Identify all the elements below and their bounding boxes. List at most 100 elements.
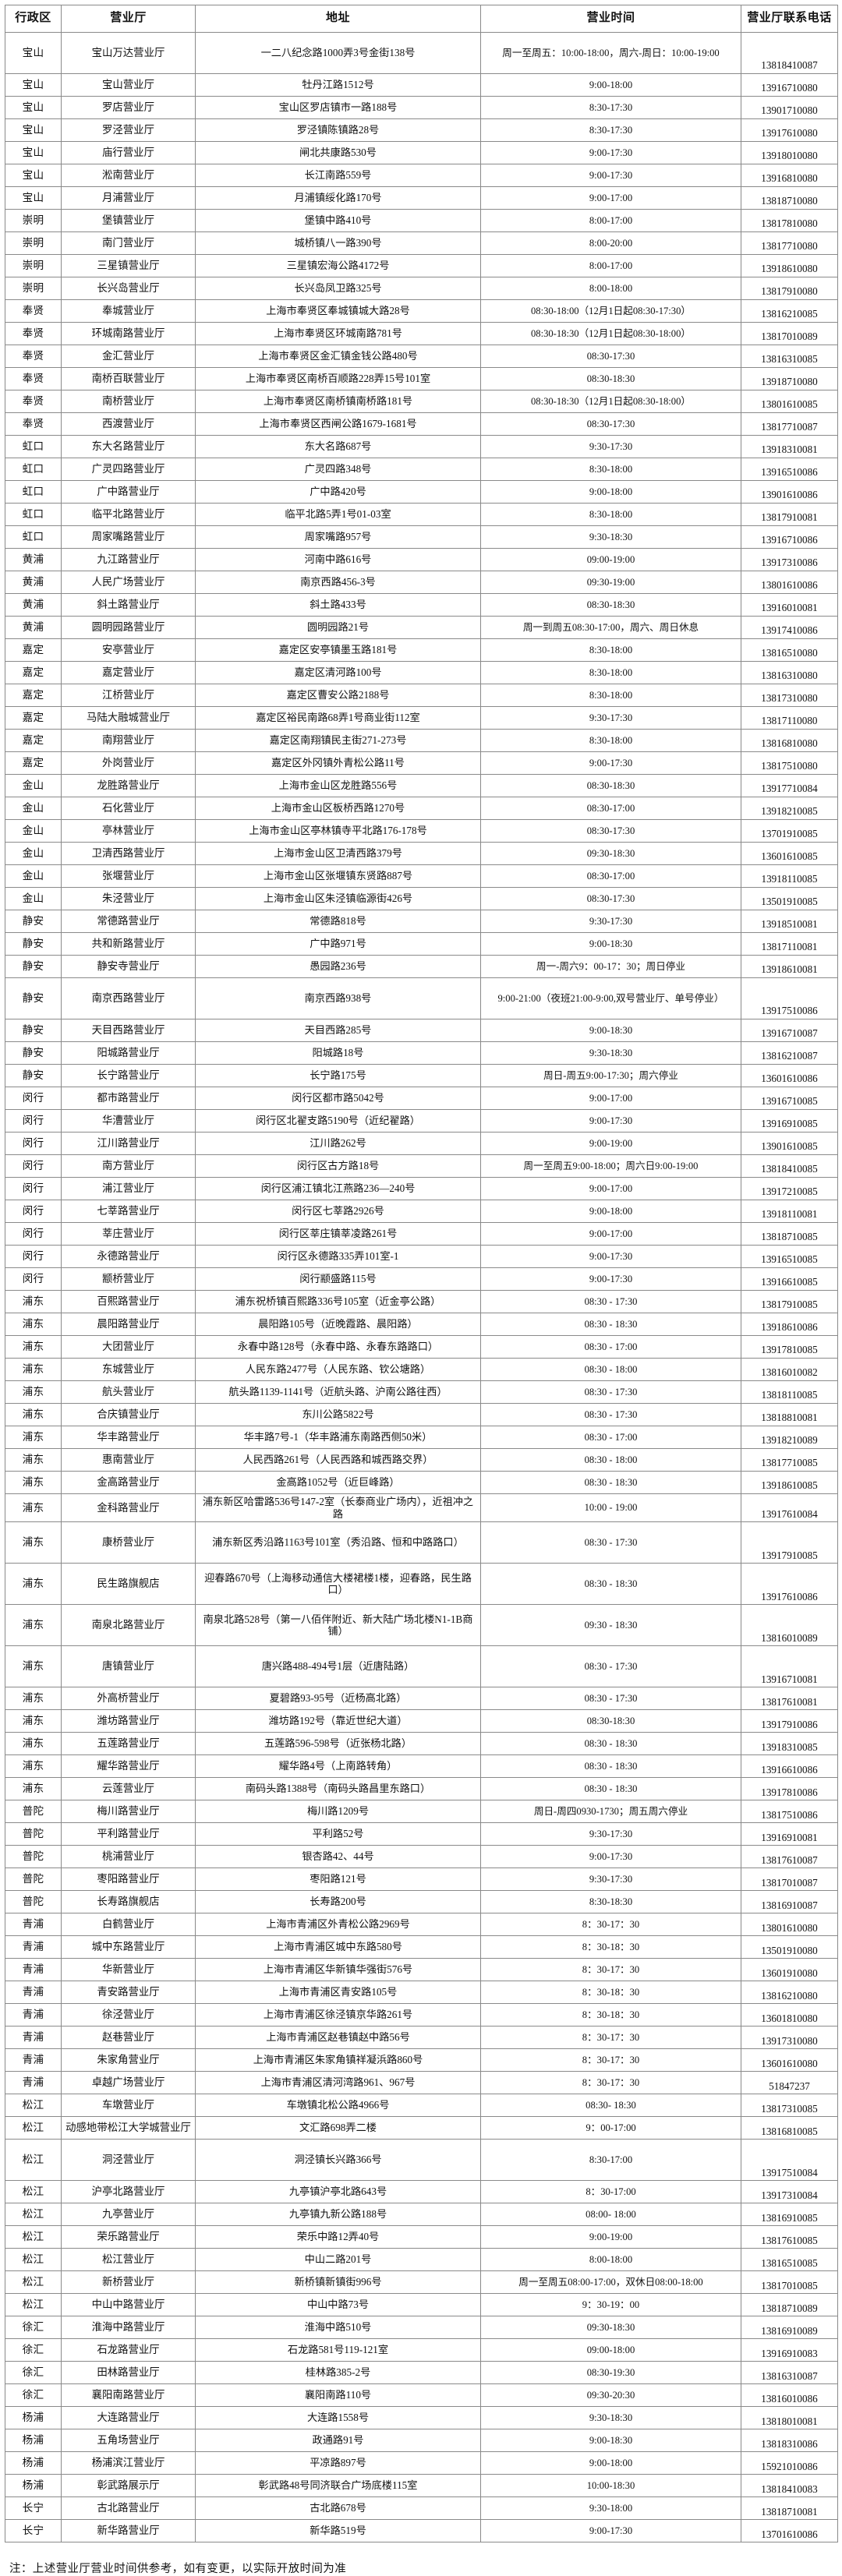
- cell-phone[interactable]: 13901610085: [741, 1132, 838, 1155]
- cell-phone[interactable]: 13918210089: [741, 1426, 838, 1449]
- cell-phone[interactable]: 13801610086: [741, 571, 838, 594]
- cell-phone[interactable]: 13917610080: [741, 118, 838, 142]
- cell-phone[interactable]: 13816310085: [741, 345, 838, 368]
- cell-phone[interactable]: 13901710080: [741, 96, 838, 119]
- cell-phone[interactable]: 13816210085: [741, 299, 838, 323]
- cell-phone[interactable]: 13817610085: [741, 2225, 838, 2249]
- cell-phone[interactable]: 13818810081: [741, 1403, 838, 1426]
- cell-phone[interactable]: 13816810080: [741, 729, 838, 752]
- cell-phone[interactable]: 13916910085: [741, 1109, 838, 1133]
- cell-phone[interactable]: 13816010082: [741, 1358, 838, 1381]
- cell-phone[interactable]: 13917610084: [741, 1493, 838, 1523]
- cell-phone[interactable]: 13816010086: [741, 2383, 838, 2408]
- cell-phone[interactable]: 13918610080: [741, 254, 838, 277]
- cell-phone[interactable]: 13817610081: [741, 1687, 838, 1711]
- cell-phone[interactable]: 13918110081: [741, 1200, 838, 1223]
- cell-phone[interactable]: 13816910085: [741, 2203, 838, 2227]
- cell-phone[interactable]: 13918510081: [741, 910, 838, 933]
- cell-phone[interactable]: 13916610086: [741, 1754, 838, 1779]
- cell-phone[interactable]: 13501910080: [741, 1935, 838, 1959]
- cell-phone[interactable]: 13917310084: [741, 2180, 838, 2204]
- cell-phone[interactable]: 13818410085: [741, 1154, 838, 1178]
- cell-phone[interactable]: 13701910085: [741, 819, 838, 843]
- cell-phone[interactable]: 13917310086: [741, 548, 838, 571]
- cell-phone[interactable]: 13917310080: [741, 2026, 838, 2050]
- cell-phone[interactable]: 13918610081: [741, 955, 838, 978]
- cell-phone[interactable]: 13918310085: [741, 1732, 838, 1756]
- cell-phone[interactable]: 13917210085: [741, 1177, 838, 1200]
- cell-phone[interactable]: 13817010085: [741, 2270, 838, 2295]
- cell-phone[interactable]: 13918610085: [741, 1471, 838, 1494]
- cell-phone[interactable]: 13816810085: [741, 2116, 838, 2140]
- cell-phone[interactable]: 13601610086: [741, 1064, 838, 1087]
- cell-phone[interactable]: 13817010087: [741, 1868, 838, 1892]
- cell-phone[interactable]: 13818110085: [741, 1380, 838, 1404]
- cell-phone[interactable]: 13818310086: [741, 2429, 838, 2453]
- cell-phone[interactable]: 13817710080: [741, 231, 838, 255]
- cell-phone[interactable]: 13916010081: [741, 593, 838, 617]
- cell-phone[interactable]: 13917910086: [741, 1709, 838, 1733]
- cell-phone[interactable]: 13817910085: [741, 1290, 838, 1313]
- cell-phone[interactable]: 13816210080: [741, 1981, 838, 2005]
- cell-phone[interactable]: 13818710085: [741, 1222, 838, 1246]
- cell-phone[interactable]: 15921010086: [741, 2451, 838, 2475]
- cell-phone[interactable]: 13917810085: [741, 1335, 838, 1359]
- cell-phone[interactable]: 13816510085: [741, 2248, 838, 2272]
- cell-phone[interactable]: 13918110085: [741, 864, 838, 888]
- cell-phone[interactable]: 13801610085: [741, 390, 838, 413]
- cell-phone[interactable]: 13817310085: [741, 2094, 838, 2118]
- cell-phone[interactable]: 13818710089: [741, 2293, 838, 2317]
- cell-phone[interactable]: 13801610080: [741, 1913, 838, 1937]
- cell-phone[interactable]: 13601810080: [741, 2003, 838, 2027]
- cell-phone[interactable]: 13817310080: [741, 684, 838, 707]
- cell-phone[interactable]: 13817810080: [741, 209, 838, 232]
- cell-phone[interactable]: 13817510080: [741, 751, 838, 775]
- cell-phone[interactable]: 13501910085: [741, 887, 838, 910]
- cell-phone[interactable]: 13917910085: [741, 1521, 838, 1564]
- cell-phone[interactable]: 13917810086: [741, 1777, 838, 1801]
- cell-phone[interactable]: 13816910087: [741, 1890, 838, 1914]
- cell-phone[interactable]: 13918310081: [741, 435, 838, 458]
- cell-phone[interactable]: 13917410086: [741, 616, 838, 639]
- cell-phone[interactable]: 13916510086: [741, 458, 838, 481]
- cell-phone[interactable]: 13818710081: [741, 2496, 838, 2521]
- cell-phone[interactable]: 13916710081: [741, 1645, 838, 1688]
- cell-phone[interactable]: 13817710085: [741, 1448, 838, 1472]
- cell-phone[interactable]: 13916510085: [741, 1245, 838, 1268]
- cell-phone[interactable]: 13916710086: [741, 525, 838, 549]
- cell-phone[interactable]: 13916910081: [741, 1822, 838, 1846]
- cell-phone[interactable]: 13916710085: [741, 1087, 838, 1110]
- cell-phone[interactable]: 13601910080: [741, 1958, 838, 1982]
- cell-phone[interactable]: 13817010089: [741, 322, 838, 345]
- cell-phone[interactable]: 13917610086: [741, 1563, 838, 1606]
- cell-phone[interactable]: 13818710080: [741, 186, 838, 210]
- cell-phone[interactable]: 13817710087: [741, 412, 838, 436]
- cell-phone[interactable]: 13816010089: [741, 1604, 838, 1647]
- cell-phone[interactable]: 13816210087: [741, 1041, 838, 1065]
- cell-phone[interactable]: 13918010080: [741, 141, 838, 164]
- cell-phone[interactable]: 13818410087: [741, 32, 838, 74]
- cell-phone[interactable]: 13916810080: [741, 164, 838, 187]
- cell-phone[interactable]: 13817110080: [741, 706, 838, 730]
- cell-phone[interactable]: 13601610085: [741, 842, 838, 865]
- cell-phone[interactable]: 13701610086: [741, 2519, 838, 2543]
- cell-phone[interactable]: 13816510080: [741, 638, 838, 662]
- cell-phone[interactable]: 13817610087: [741, 1845, 838, 1869]
- cell-phone[interactable]: 13601610080: [741, 2048, 838, 2072]
- cell-phone[interactable]: 13917510086: [741, 977, 838, 1019]
- cell-phone[interactable]: 13916910083: [741, 2338, 838, 2362]
- cell-phone[interactable]: 13817110081: [741, 932, 838, 956]
- cell-phone[interactable]: 13818410083: [741, 2474, 838, 2498]
- cell-phone[interactable]: 13817910080: [741, 277, 838, 300]
- cell-phone[interactable]: 13918610086: [741, 1313, 838, 1336]
- cell-phone[interactable]: 13901610086: [741, 480, 838, 504]
- cell-phone[interactable]: 13817910081: [741, 503, 838, 526]
- cell-phone[interactable]: 13816310080: [741, 661, 838, 684]
- cell-phone[interactable]: 13816910089: [741, 2316, 838, 2340]
- cell-phone[interactable]: 13916610085: [741, 1267, 838, 1291]
- cell-phone[interactable]: 13916710080: [741, 73, 838, 97]
- cell-phone[interactable]: 13917510084: [741, 2139, 838, 2182]
- cell-phone[interactable]: 13918710080: [741, 367, 838, 390]
- cell-phone[interactable]: 13816310087: [741, 2361, 838, 2385]
- cell-phone[interactable]: 13917710084: [741, 774, 838, 797]
